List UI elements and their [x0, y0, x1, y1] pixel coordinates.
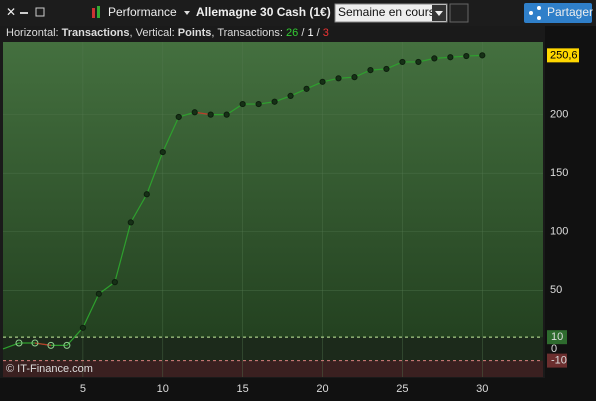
share-icon [529, 11, 533, 15]
level-label: 250,6 [550, 49, 578, 61]
wins: 26 [286, 27, 298, 39]
trade-point [143, 191, 150, 198]
y-tick-label: 100 [550, 226, 568, 238]
y-tick-label: 200 [550, 109, 568, 121]
dropdown-arrow [184, 11, 190, 15]
trade-point [335, 75, 342, 82]
trade-point [95, 290, 102, 297]
level-label: 0 [551, 343, 557, 355]
x-tick-label: 15 [237, 383, 249, 395]
share-icon [537, 16, 541, 20]
x-tick-label: 30 [476, 383, 488, 395]
x-tick-label: 5 [80, 383, 86, 395]
instrument-selector[interactable]: Allemagne 30 Cash (1€) [196, 5, 331, 19]
trade-point [15, 339, 23, 347]
trade-point [399, 58, 406, 66]
trade-point [47, 341, 55, 349]
level-label: 10 [551, 331, 563, 343]
trade-point [223, 111, 230, 118]
maximize-button[interactable] [35, 7, 45, 17]
period-select[interactable] [334, 3, 448, 23]
period-value: Semaine en cours [338, 5, 435, 19]
trade-point [239, 100, 246, 108]
settings-button[interactable] [449, 3, 469, 23]
info-text: Points [178, 27, 212, 39]
y-tick-label: 150 [550, 167, 568, 179]
performance-icon [92, 8, 95, 18]
performance-icon [97, 6, 100, 18]
trade-point [191, 109, 198, 116]
plot [0, 26, 596, 401]
info-text: , Vertical: [130, 27, 178, 39]
trade-point [319, 78, 326, 85]
info-line: Horizontal: Transactions, Vertical: Poin… [6, 27, 329, 39]
performance-button[interactable]: Performance [108, 5, 177, 19]
trade-point [287, 92, 294, 99]
trade-point [415, 58, 422, 66]
close-button[interactable]: ✕ [6, 5, 16, 19]
loss-zone [3, 360, 543, 377]
footer: © IT-Finance.com [6, 363, 93, 375]
minimize-button[interactable] [20, 12, 28, 14]
trade-point [479, 52, 486, 59]
x-tick-label: 10 [157, 383, 169, 395]
trade-point [207, 111, 214, 118]
level-box [547, 330, 567, 345]
level-box [547, 48, 579, 63]
trade-point [431, 55, 438, 62]
trade-point [463, 52, 470, 60]
neutral-zone [3, 337, 543, 361]
profit-zone [3, 42, 543, 377]
y-tick-label: 50 [550, 284, 562, 296]
trade-point [367, 67, 374, 74]
info-text: / [314, 27, 323, 39]
info-text: Transactions [62, 27, 130, 39]
select-arrow [435, 11, 443, 16]
info-text: , Transactions: [211, 27, 286, 39]
trade-point [79, 324, 86, 331]
trade-point [175, 113, 182, 121]
trade-point [351, 74, 358, 81]
share-icon [537, 6, 541, 10]
trade-point [31, 339, 39, 347]
level-box [547, 353, 567, 368]
trade-point [111, 279, 118, 286]
trade-point [255, 100, 262, 108]
level-label: -10 [551, 355, 567, 367]
trade-point [303, 85, 310, 92]
losses: 3 [323, 27, 329, 39]
x-tick-label: 20 [316, 383, 328, 395]
trade-point [447, 54, 454, 61]
even: 1 [307, 27, 313, 39]
trade-point [127, 219, 134, 226]
info-text: Horizontal: [6, 27, 62, 39]
trade-point [383, 65, 390, 73]
info-text: / [298, 27, 307, 39]
share-label: Partager [547, 5, 593, 19]
trade-point [159, 149, 166, 156]
x-tick-label: 25 [396, 383, 408, 395]
trade-point [63, 341, 71, 349]
trade-point [271, 98, 278, 105]
